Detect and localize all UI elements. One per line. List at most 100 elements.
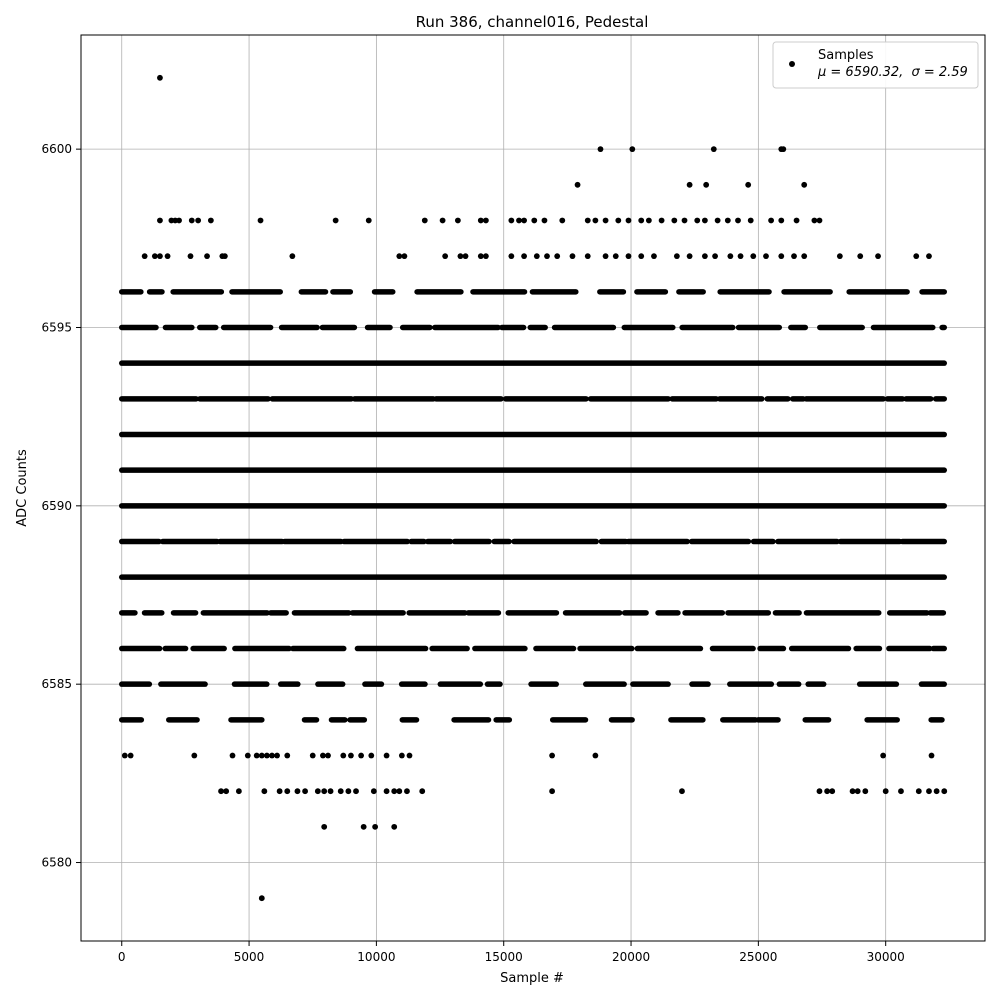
data-point: [882, 788, 889, 795]
data-point: [898, 788, 904, 795]
data-point: [681, 217, 688, 224]
data-point: [127, 752, 134, 759]
legend: Samples μ = 6590.32, σ = 2.59: [772, 41, 979, 89]
data-point: [745, 181, 752, 188]
data-point: [289, 253, 296, 260]
data-point: [679, 788, 685, 795]
x-tick-label: 5000: [234, 950, 265, 964]
data-point: [531, 217, 538, 224]
data-point: [714, 217, 721, 224]
data-point: [258, 895, 265, 902]
data-point: [284, 788, 291, 795]
data-point: [257, 217, 264, 224]
data-point: [406, 752, 413, 759]
data-point: [195, 217, 202, 224]
y-tick-label: 6595: [41, 320, 72, 334]
data-point: [625, 253, 632, 260]
data-point: [258, 752, 265, 759]
data-point: [157, 74, 163, 81]
data-point: [276, 788, 283, 795]
data-point: [391, 788, 398, 795]
data-point: [638, 253, 645, 260]
grid-lines: [81, 35, 985, 941]
data-point: [793, 217, 800, 224]
data-point: [229, 752, 236, 759]
data-point: [768, 217, 774, 224]
y-axis-ticks: 6580 6585 6590 6595 6600: [41, 142, 81, 870]
data-point: [477, 253, 484, 260]
data-point: [269, 752, 275, 759]
data-point: [559, 217, 566, 224]
data-point: [314, 788, 321, 795]
x-axis-ticks: 0 5000 10000 15000 20000 25000 30000: [118, 941, 905, 964]
data-point: [244, 752, 251, 759]
data-point: [274, 752, 280, 759]
x-tick-label: 20000: [612, 950, 650, 964]
data-point: [612, 253, 619, 260]
data-point: [645, 217, 652, 224]
legend-box: [772, 41, 979, 89]
data-point: [602, 217, 609, 224]
data-point: [477, 217, 484, 224]
data-point: [592, 752, 599, 759]
data-point: [345, 788, 352, 795]
data-point: [457, 253, 464, 260]
data-point: [383, 752, 390, 759]
data-point: [780, 146, 787, 153]
data-point: [370, 788, 377, 795]
data-point: [544, 253, 550, 260]
data-point: [824, 788, 831, 795]
data-point: [926, 788, 932, 795]
data-point: [404, 788, 410, 795]
data-point: [321, 823, 328, 830]
data-point: [365, 217, 372, 224]
plot-frame: [80, 34, 986, 942]
data-point: [941, 788, 948, 795]
data-point: [442, 253, 449, 260]
legend-sigma: σ = 2.59: [911, 65, 967, 80]
chart-title: Run 386, channel016, Pedestal: [416, 13, 649, 31]
y-tick-label: 6590: [41, 499, 72, 513]
data-point: [533, 253, 540, 260]
data-point: [401, 253, 408, 260]
data-point: [516, 217, 522, 224]
data-point: [710, 146, 717, 153]
data-point: [332, 217, 339, 224]
data-point: [261, 788, 268, 795]
legend-marker: [789, 61, 795, 67]
data-point: [727, 253, 734, 260]
data-point: [791, 253, 797, 260]
data-point: [701, 253, 708, 260]
data-point: [368, 752, 375, 759]
data-point: [801, 253, 808, 260]
data-point: [615, 217, 622, 224]
data-point: [302, 788, 308, 795]
data-point: [391, 823, 398, 830]
data-point: [915, 788, 922, 795]
data-point: [686, 181, 693, 188]
data-point: [602, 253, 609, 260]
data-point: [584, 253, 591, 260]
data-point: [638, 217, 645, 224]
data-point: [340, 752, 347, 759]
data-point: [584, 217, 591, 224]
data-point: [554, 253, 561, 260]
data-point: [816, 217, 823, 224]
data-point: [778, 253, 785, 260]
data-point: [360, 823, 367, 830]
data-point: [926, 253, 932, 260]
data-point: [625, 217, 632, 224]
data-point: [309, 752, 316, 759]
data-point: [439, 217, 446, 224]
data-point: [321, 788, 328, 795]
data-point: [849, 788, 856, 795]
data-point: [816, 788, 823, 795]
data-point: [569, 253, 576, 260]
data-point: [337, 788, 344, 795]
data-point: [857, 253, 864, 260]
data-point: [398, 752, 405, 759]
data-point: [592, 217, 599, 224]
x-tick-label: 15000: [485, 950, 523, 964]
data-point: [221, 253, 228, 260]
data-point: [508, 253, 515, 260]
